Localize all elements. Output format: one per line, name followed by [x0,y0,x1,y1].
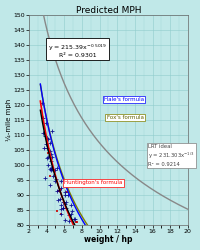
Point [65,190,68,194]
Point [44,176,47,180]
Point [42,146,45,150]
Point [41,116,45,120]
Point [72,217,75,221]
Point [45,136,48,140]
Point [57,188,60,192]
Point [49,168,52,172]
Point [45,146,49,150]
Point [46,162,49,166]
X-axis label: weight / hp: weight / hp [84,236,132,244]
Point [67,219,70,223]
Point [63,202,67,206]
Point [45,142,48,146]
Point [48,174,51,178]
Point [48,182,51,186]
Point [74,220,77,224]
Point [67,212,71,216]
Point [47,136,50,140]
Point [64,206,67,210]
Point [47,151,50,155]
Point [52,168,55,172]
Point [57,198,60,202]
Point [45,156,48,160]
Point [63,190,66,194]
Point [50,128,53,132]
Point [59,207,62,211]
Point [64,218,67,222]
Point [49,166,52,170]
Point [49,160,52,164]
Point [53,179,56,183]
Point [69,212,73,216]
Text: Huntington's formula: Huntington's formula [64,180,122,186]
Point [70,208,74,212]
Point [55,189,58,193]
Point [46,155,49,159]
Point [61,206,65,210]
Text: Fox's formula: Fox's formula [106,114,143,119]
Point [41,100,44,104]
Point [44,134,47,138]
Point [73,217,76,221]
Text: LRT ideal
y = 231.303x$^{-1/3}$
R² = 0.9214: LRT ideal y = 231.303x$^{-1/3}$ R² = 0.9… [147,144,194,167]
Point [40,114,44,118]
Point [64,206,67,210]
Point [50,167,54,171]
Point [64,184,67,188]
Point [59,212,62,216]
Point [59,187,62,191]
Point [53,168,56,172]
Point [48,141,51,145]
Point [61,206,64,210]
Point [63,193,66,197]
Point [64,200,67,204]
Point [50,152,53,156]
Point [44,122,47,126]
Point [55,166,59,170]
Text: y = 215.39x$^{-0.5019}$
R² = 0.9301: y = 215.39x$^{-0.5019}$ R² = 0.9301 [48,42,107,58]
Text: Hale's formula: Hale's formula [103,97,143,102]
Point [48,148,51,152]
Point [57,189,60,193]
Point [75,220,78,224]
Point [48,167,52,171]
Point [41,132,45,136]
Y-axis label: ¼-mile mph: ¼-mile mph [6,99,11,141]
Point [69,203,72,207]
Point [56,209,59,213]
Point [56,189,59,193]
Point [61,200,64,204]
Point [60,179,63,183]
Point [50,154,54,158]
Point [58,197,62,201]
Point [59,186,62,190]
Point [59,212,62,216]
Point [66,193,69,197]
Point [54,178,57,182]
Point [51,174,54,178]
Point [59,203,62,207]
Title: Predicted MPH: Predicted MPH [75,6,140,15]
